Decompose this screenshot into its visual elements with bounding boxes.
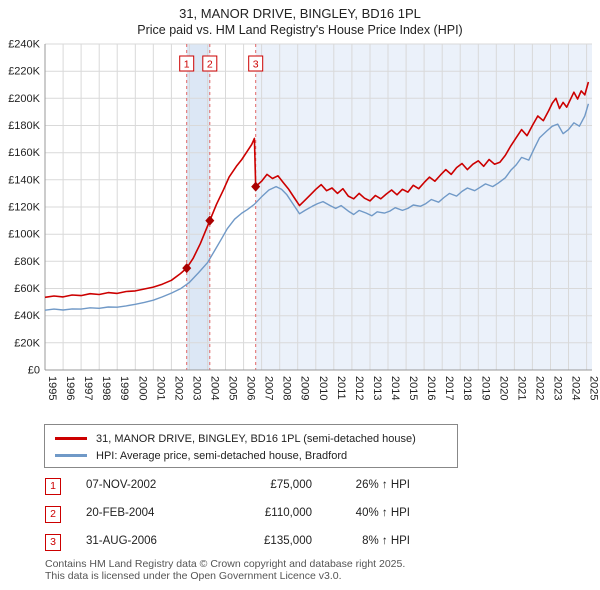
- transaction-date: 07-NOV-2002: [86, 479, 157, 491]
- chart-legend: 31, MANOR DRIVE, BINGLEY, BD16 1PL (semi…: [44, 424, 458, 468]
- legend-item-hpi: HPI: Average price, semi-detached house,…: [55, 447, 457, 464]
- y-tick-label: £120K: [8, 202, 40, 214]
- y-tick-label: £60K: [14, 283, 40, 295]
- x-tick-label: 2007: [263, 376, 275, 400]
- transaction-price: £75,000: [270, 479, 312, 491]
- transaction-date: 20-FEB-2004: [86, 507, 155, 519]
- y-tick-label: £0: [28, 365, 40, 377]
- y-tick-label: £100K: [8, 229, 40, 241]
- transaction-hpi-diff: 8% ↑ HPI: [362, 535, 410, 547]
- transaction-number-badge: 2: [45, 506, 61, 523]
- sale-marker[interactable]: [251, 181, 261, 192]
- x-tick-label: 2010: [317, 376, 329, 400]
- x-tick-label: 1999: [118, 376, 130, 400]
- y-tick-label: £240K: [8, 40, 40, 51]
- x-tick-label: 2018: [461, 376, 473, 400]
- transaction-price: £135,000: [264, 535, 312, 547]
- x-tick-label: 2015: [407, 376, 419, 400]
- sale-label-box: [202, 55, 218, 72]
- transaction-date: 31-AUG-2006: [86, 535, 157, 547]
- y-tick-label: £20K: [14, 337, 40, 349]
- transactions-table: 1 07-NOV-2002 £75,000 26% ↑ HPI 2 20-FEB-2004…: [45, 478, 565, 562]
- price-hpi-chart: 1 2 3 £0 £20K £40K £60K £80K £100K £120K £140K £160…: [8, 40, 600, 400]
- footer-licence: This data is licensed under the Open Gov…: [45, 570, 342, 582]
- transaction-row: 1 07-NOV-2002 £75,000 26% ↑ HPI: [45, 478, 565, 506]
- page-title: 31, MANOR DRIVE, BINGLEY, BD16 1PL: [179, 6, 421, 21]
- transaction-hpi-diff: 40% ↑ HPI: [355, 507, 410, 519]
- transaction-hpi-diff: 26% ↑ HPI: [355, 479, 410, 491]
- sale-marker[interactable]: [182, 263, 192, 274]
- x-tick-label: 2004: [209, 376, 221, 400]
- transaction-price: £110,000: [264, 507, 312, 519]
- legend-label-property: 31, MANOR DRIVE, BINGLEY, BD16 1PL (semi…: [96, 432, 416, 445]
- x-tick-label: 1995: [46, 376, 58, 400]
- transaction-row: 3 31-AUG-2006 £135,000 8% ↑ HPI: [45, 534, 565, 562]
- x-tick-label: 2022: [533, 376, 545, 400]
- x-tick-label: 2002: [172, 376, 184, 400]
- x-tick-label: 1998: [100, 376, 112, 400]
- page-subtitle: Price paid vs. HM Land Registry's House …: [137, 23, 463, 37]
- y-tick-label: £160K: [8, 147, 40, 159]
- sale-label-number: 1: [184, 59, 190, 71]
- x-tick-label: 2017: [443, 376, 455, 400]
- sale-label-box: [248, 55, 264, 72]
- x-tick-label: 2021: [515, 376, 527, 400]
- x-tick-label: 1996: [64, 376, 76, 400]
- x-tick-label: 2011: [335, 376, 347, 400]
- x-tick-label: 2019: [479, 376, 491, 400]
- x-tick-label: 2009: [299, 376, 311, 400]
- y-tick-label: £180K: [8, 120, 40, 132]
- transaction-row: 2 20-FEB-2004 £110,000 40% ↑ HPI: [45, 506, 565, 534]
- transaction-number-badge: 1: [45, 478, 61, 495]
- footer-copyright: Contains HM Land Registry data © Crown c…: [45, 558, 406, 570]
- series-property-price: [44, 81, 590, 299]
- transaction-number-badge: 3: [45, 534, 61, 551]
- sale-label-number: 3: [253, 59, 259, 71]
- x-tick-label: 2008: [281, 376, 293, 400]
- legend-item-property: 31, MANOR DRIVE, BINGLEY, BD16 1PL (semi…: [55, 430, 457, 447]
- y-tick-label: £80K: [14, 256, 40, 268]
- sale-label-number: 2: [207, 59, 213, 71]
- x-tick-label: 2025: [588, 376, 600, 400]
- legend-label-hpi: HPI: Average price, semi-detached house,…: [96, 449, 348, 462]
- x-tick-label: 2013: [371, 376, 383, 400]
- y-tick-label: £40K: [14, 310, 40, 322]
- legend-swatch-hpi: [55, 454, 87, 457]
- sale-label-box: [179, 55, 195, 72]
- legend-swatch-property: [55, 437, 87, 440]
- x-tick-label: 2014: [389, 376, 401, 400]
- x-tick-label: 2023: [552, 376, 564, 400]
- y-tick-label: £220K: [8, 66, 40, 78]
- sale-marker[interactable]: [205, 215, 215, 226]
- x-tick-label: 2016: [425, 376, 437, 400]
- series-hpi-bradford: [44, 103, 590, 311]
- x-tick-label: 2024: [570, 376, 582, 400]
- x-tick-label: 1997: [82, 376, 94, 400]
- x-tick-label: 2000: [136, 376, 148, 400]
- y-tick-label: £200K: [8, 93, 40, 105]
- x-tick-label: 2001: [154, 376, 166, 400]
- x-tick-label: 2003: [190, 376, 202, 400]
- x-tick-label: 2005: [227, 376, 239, 400]
- x-tick-label: 2020: [497, 376, 509, 400]
- y-tick-label: £140K: [8, 174, 40, 186]
- x-tick-label: 2012: [353, 376, 365, 400]
- x-tick-label: 2006: [245, 376, 257, 400]
